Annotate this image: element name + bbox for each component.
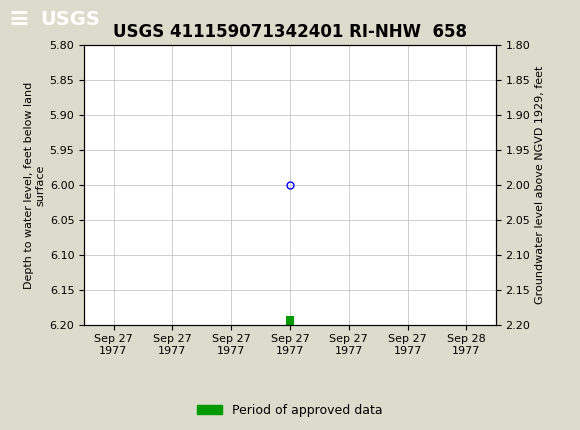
- Text: USGS 411159071342401 RI-NHW  658: USGS 411159071342401 RI-NHW 658: [113, 23, 467, 41]
- Legend: Period of approved data: Period of approved data: [192, 399, 388, 421]
- Y-axis label: Groundwater level above NGVD 1929, feet: Groundwater level above NGVD 1929, feet: [535, 66, 545, 304]
- Text: USGS: USGS: [41, 10, 100, 29]
- Y-axis label: Depth to water level, feet below land
surface: Depth to water level, feet below land su…: [24, 81, 45, 289]
- Bar: [287, 316, 293, 325]
- Text: ≡: ≡: [9, 7, 30, 31]
